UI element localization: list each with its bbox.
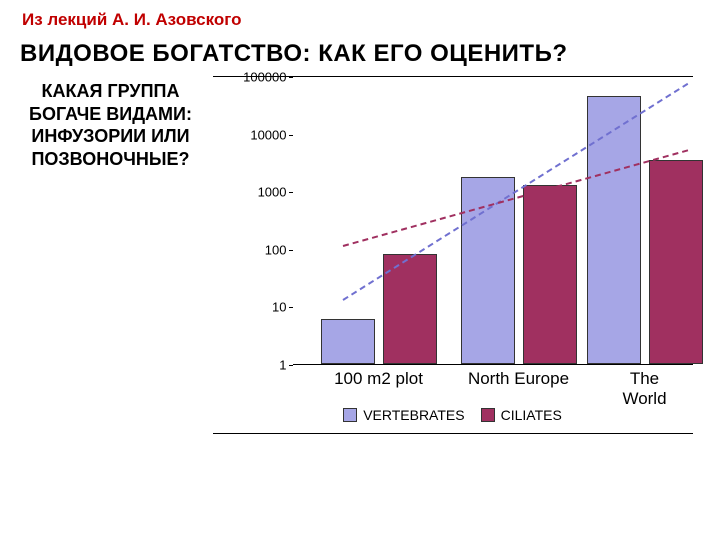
bar <box>321 319 375 364</box>
ytick-label: 1000 <box>213 185 287 200</box>
ytick-label: 100000 <box>213 70 287 85</box>
bar-chart: 110100100010000100000100 m2 plotNorth Eu… <box>213 76 693 395</box>
ytick-mark <box>289 250 293 251</box>
bar <box>649 160 703 364</box>
ytick-mark <box>289 192 293 193</box>
xtick-label: The World <box>621 369 669 409</box>
source-line: Из лекций А. И. Азовского <box>0 0 720 34</box>
bar <box>587 96 641 364</box>
ytick-mark <box>289 307 293 308</box>
plot-area <box>293 77 693 365</box>
ytick-mark <box>289 77 293 78</box>
xtick-label: North Europe <box>468 369 569 389</box>
ytick-label: 10000 <box>213 127 287 142</box>
bar <box>523 185 577 364</box>
ytick-label: 10 <box>213 300 287 315</box>
ytick-label: 1 <box>213 358 287 373</box>
legend-label-ciliates: CILIATES <box>501 407 562 423</box>
legend-item-ciliates: CILIATES <box>481 407 562 423</box>
legend-label-vertebrates: VERTEBRATES <box>363 407 464 423</box>
ytick-mark <box>289 135 293 136</box>
ytick-mark <box>289 365 293 366</box>
legend-swatch-ciliates <box>481 408 495 422</box>
ytick-label: 100 <box>213 242 287 257</box>
legend-swatch-vertebrates <box>343 408 357 422</box>
xtick-label: 100 m2 plot <box>334 369 423 389</box>
content-row: КАКАЯ ГРУППА БОГАЧЕ ВИДАМИ: ИНФУЗОРИИ ИЛ… <box>0 68 720 434</box>
chart-wrap: 110100100010000100000100 m2 plotNorth Eu… <box>203 76 702 434</box>
side-question: КАКАЯ ГРУППА БОГАЧЕ ВИДАМИ: ИНФУЗОРИИ ИЛ… <box>18 76 203 170</box>
page-title: ВИДОВОЕ БОГАТСТВО: КАК ЕГО ОЦЕНИТЬ? <box>0 34 720 68</box>
legend-item-vertebrates: VERTEBRATES <box>343 407 464 423</box>
